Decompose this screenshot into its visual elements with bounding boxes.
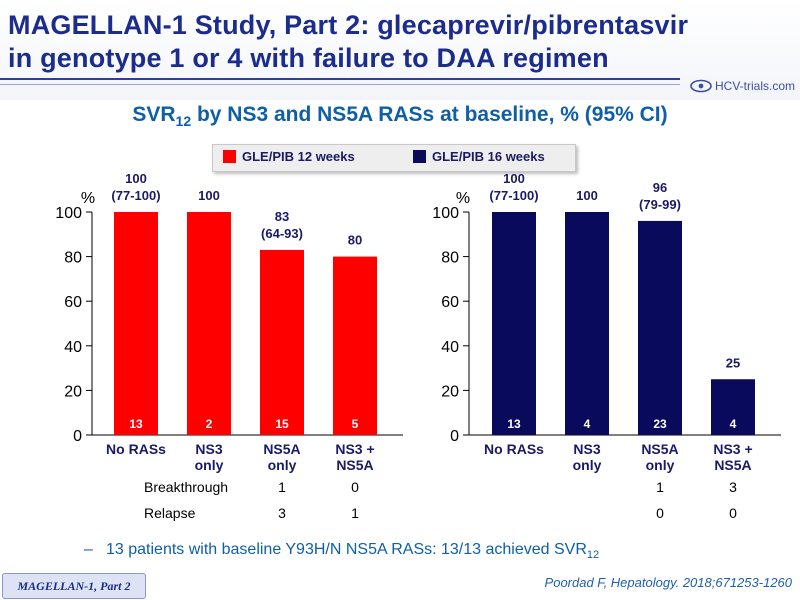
bar-value-label: 80 [348,233,362,248]
subtitle-svr: SVR [132,103,176,126]
bar-count-label: 15 [275,417,289,431]
bar [638,220,682,435]
footnote-dash: – [84,541,93,558]
relapse-row-label: Relapse [144,505,196,521]
bar-count-label: 23 [653,417,667,431]
y-tick-label: 60 [441,294,459,311]
relapse-value: 0 [729,505,737,521]
bar [565,212,609,435]
legend-label-12-weeks: GLE/PIB 12 weeks [242,149,355,164]
y-axis-label: % [456,190,470,207]
bar-value-label: (79-99) [639,197,681,212]
y-tick-label: 20 [441,383,459,400]
title-rule [0,78,680,80]
bar-value-label: (77-100) [489,188,538,203]
legend-swatch-16-weeks [413,150,426,163]
breakthrough-row-label: Breakthrough [144,479,228,495]
x-tick-label: No RASs [484,441,544,457]
bar [711,379,755,435]
page-title-line-1: MAGELLAN-1 Study, Part 2: glecaprevir/pi… [8,10,689,40]
relapse-value: 3 [278,505,286,521]
breakthrough-value: 1 [656,479,664,495]
title-rule-thin [0,84,680,85]
y-tick-label: 40 [64,339,82,356]
bar-count-label: 5 [352,417,359,431]
x-tick-label: NS3 + [335,441,374,457]
bar-value-label: 100 [576,188,598,203]
x-tick-label: NS3 + [713,441,752,457]
bar [187,212,231,435]
y-tick-label: 60 [64,294,82,311]
bar-value-label: (77-100) [111,188,160,203]
logo-icon [690,79,712,93]
study-tag-text: MAGELLAN-1, Part 2 [17,578,131,593]
y-tick-label: 100 [432,205,459,222]
y-tick-label: 20 [64,383,82,400]
footnote-text: 13 patients with baseline Y93H/N NS5A RA… [106,541,587,558]
hcv-trials-logo: HCV-trials.com [690,74,798,98]
footnote-subscript: 12 [586,549,600,562]
x-tick-label: NS5A [336,457,373,473]
x-tick-label: No RASs [106,441,166,457]
x-tick-label: only [573,457,602,473]
study-tag: MAGELLAN-1, Part 2 [2,573,146,599]
logo-text: HCV-trials.com [715,79,796,93]
bar-count-label: 13 [129,417,143,431]
x-tick-label: only [195,457,224,473]
y-tick-label: 40 [441,339,459,356]
x-tick-label: NS5A [714,457,751,473]
citation: Poordad F, Hepatology. 2018;671253-1260 [544,575,792,590]
bar-value-label: (64-93) [261,226,303,241]
x-tick-label: NS5A [641,441,678,457]
subtitle-rest: by NS3 and NS5A RASs at baseline, % (95%… [191,103,668,126]
breakthrough-value: 0 [351,479,359,495]
bar-value-label: 83 [275,209,289,224]
y-tick-label: 80 [64,250,82,267]
relapse-value: 0 [656,505,664,521]
y-axis-label: % [81,190,95,207]
breakthrough-value: 1 [278,479,286,495]
bar [260,249,304,435]
bar-value-label: 100 [125,171,147,186]
legend-item-12-weeks: GLE/PIB 12 weeks [223,149,355,164]
page-title-line-2: in genotype 1 or 4 with failure to DAA r… [8,43,609,73]
x-tick-label: NS3 [573,441,600,457]
bar-value-label: 96 [653,180,667,195]
x-tick-label: only [646,457,675,473]
bar-value-label: 100 [198,188,220,203]
bar-count-label: 13 [507,417,521,431]
y-tick-label: 100 [55,205,82,222]
y-tick-label: 0 [450,428,459,445]
bar-count-label: 2 [206,417,213,431]
legend-swatch-12-weeks [223,150,236,163]
y-tick-label: 80 [441,250,459,267]
title-band [0,0,800,100]
y-tick-label: 0 [73,428,82,445]
chart-legend: GLE/PIB 12 weeks GLE/PIB 16 weeks [212,144,576,172]
legend-item-16-weeks: GLE/PIB 16 weeks [413,149,545,164]
bar [492,212,536,435]
subtitle-subscript: 12 [175,113,192,130]
bar-value-label: 100 [503,171,525,186]
legend-label-16-weeks: GLE/PIB 16 weeks [432,149,545,164]
chart-subtitle: SVR12 by NS3 and NS5A RASs at baseline, … [0,103,800,129]
x-tick-label: only [268,457,297,473]
bar [114,212,158,435]
footnote: 13 patients with baseline Y93H/N NS5A RA… [106,541,599,561]
bar-value-label: 25 [726,355,740,370]
bar-count-label: 4 [730,417,737,431]
x-tick-label: NS3 [195,441,222,457]
bar [333,256,377,435]
relapse-value: 1 [351,505,359,521]
x-tick-label: NS5A [263,441,300,457]
breakthrough-value: 3 [729,479,737,495]
bar-count-label: 4 [584,417,591,431]
